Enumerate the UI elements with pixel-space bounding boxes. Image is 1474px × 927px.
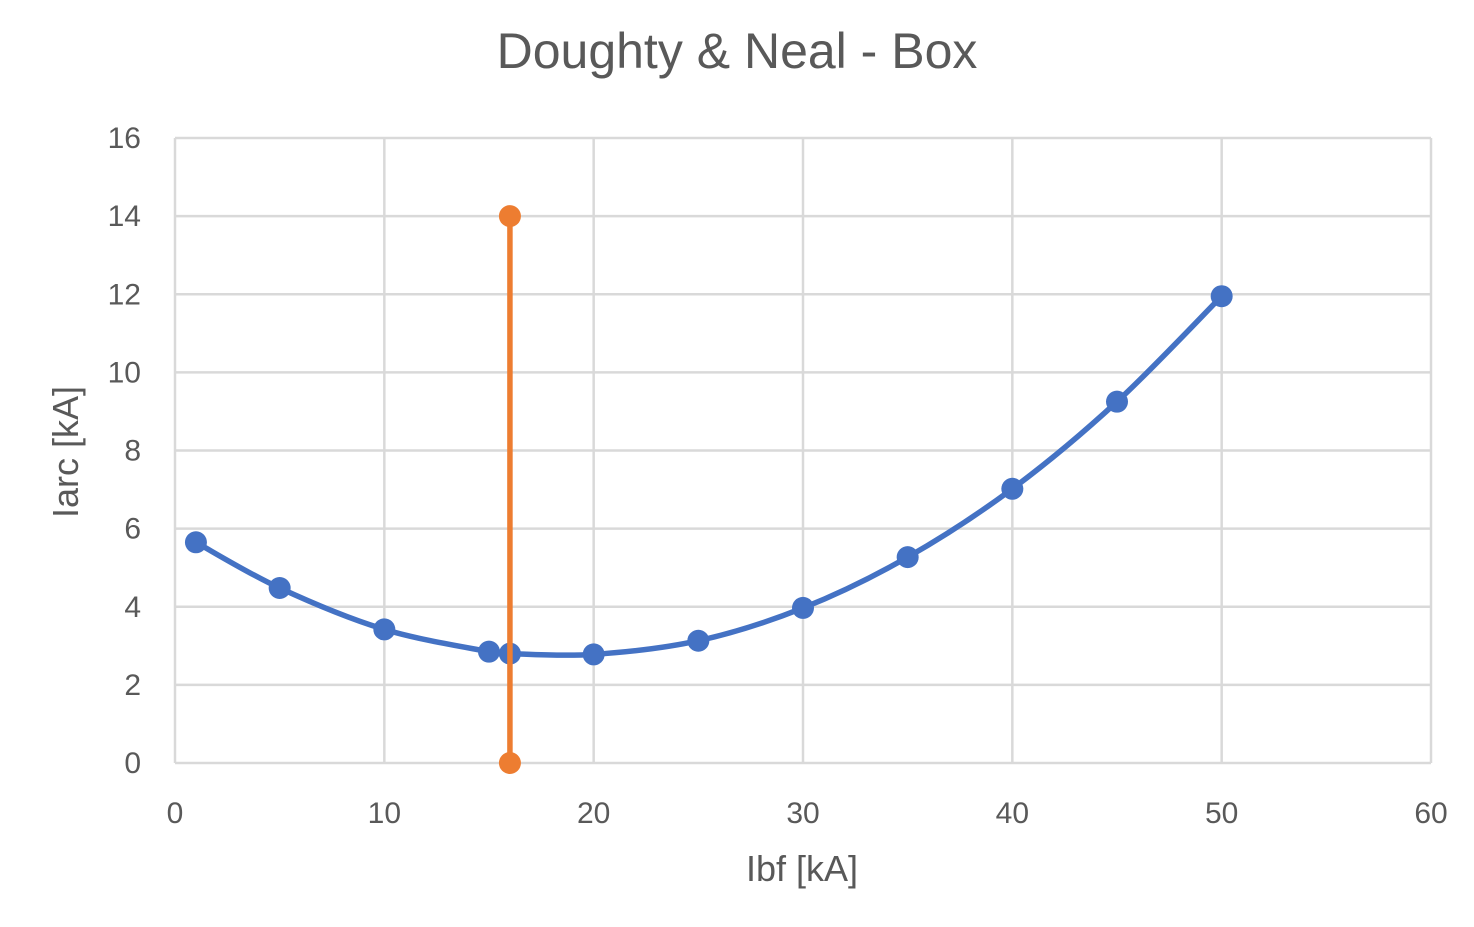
data-point (478, 640, 500, 663)
y-tick-label: 12 (108, 278, 141, 311)
data-point (498, 752, 521, 774)
y-tick-label: 6 (124, 513, 141, 546)
x-tick-label: 40 (996, 797, 1029, 830)
x-tick-label: 50 (1205, 797, 1238, 830)
data-point (1001, 477, 1024, 500)
y-tick-label: 0 (124, 747, 141, 780)
data-point (687, 629, 710, 652)
x-tick-label: 0 (167, 797, 184, 830)
data-point (1106, 390, 1128, 413)
x-tick-label: 60 (1414, 797, 1447, 830)
y-tick-label: 14 (108, 200, 141, 233)
data-point (1210, 285, 1233, 308)
y-tick-label: 10 (108, 356, 141, 389)
data-point (184, 531, 207, 554)
data-point (373, 618, 396, 641)
data-point (896, 546, 919, 569)
chart-title: Doughty & Neal - Box (496, 23, 978, 79)
series-line-1 (194, 294, 1224, 659)
data-point (792, 596, 814, 619)
data-point (582, 643, 605, 666)
x-axis-title: Ibf [kA] (745, 848, 859, 889)
x-tick-label: 20 (577, 797, 610, 830)
y-axis-title: Iarc [kA] (45, 385, 86, 519)
y-tick-label: 2 (124, 669, 141, 702)
x-tick-label: 10 (368, 797, 401, 830)
data-point (268, 577, 291, 599)
x-tick-label: 30 (786, 797, 819, 830)
data-point (498, 205, 521, 228)
y-tick-label: 8 (124, 435, 141, 468)
y-tick-label: 4 (124, 591, 141, 624)
y-tick-label: 16 (108, 122, 141, 155)
